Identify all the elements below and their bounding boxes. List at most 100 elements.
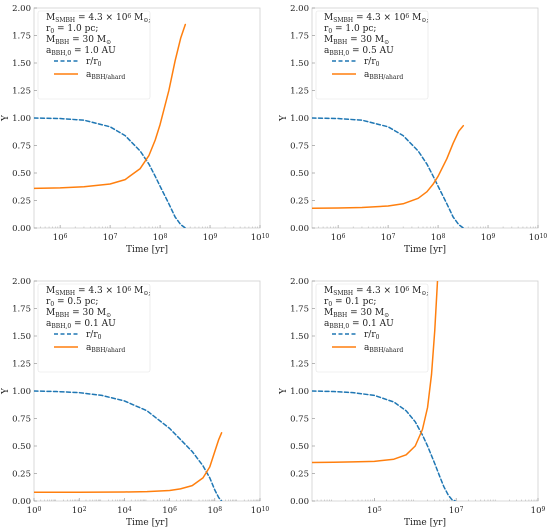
y-tick-label: 1.25 <box>290 87 309 97</box>
x-axis-label: Time [yr] <box>126 245 168 255</box>
legend-param-line: r0 = 0.5 pc; <box>46 297 98 308</box>
legend-param-line: MBBH = 30 M⊙ <box>324 308 389 319</box>
legend-param-line: MSMBH = 4.3 × 106 M⊙; <box>324 286 428 297</box>
y-tick-label: 2.00 <box>12 277 31 287</box>
x-tick-label: 106 <box>331 233 346 243</box>
y-tick-label: 0.50 <box>290 169 309 179</box>
y-axis-label: Y <box>279 387 289 395</box>
y-tick-label: 0.50 <box>12 442 31 452</box>
x-tick-label: 1010 <box>529 233 548 243</box>
y-axis-label: Y <box>279 114 289 122</box>
x-axis-label: Time [yr] <box>404 518 446 528</box>
x-tick-label: 107 <box>103 233 118 243</box>
legend-param-line: r0 = 1.0 pc; <box>324 24 376 35</box>
y-tick-label: 1.75 <box>12 32 31 42</box>
legend-param-line: r0 = 1.0 pc; <box>46 24 98 35</box>
y-tick-label: 0.25 <box>290 470 309 480</box>
y-tick-label: 0.25 <box>12 470 31 480</box>
x-tick-label: 100 <box>27 506 42 516</box>
y-tick-label: 1.75 <box>290 32 309 42</box>
x-tick-label: 1010 <box>251 233 270 243</box>
chart-panel-2: 0.00 0.25 0.50 0.75 1.00 1.25 1.50 1.75 2.00 106 1… <box>279 4 547 255</box>
y-tick-label: 0.75 <box>290 142 309 152</box>
legend-param-line: aBBH,0 = 0.1 AU <box>324 319 394 330</box>
legend-series-label: r/r0 <box>364 57 380 68</box>
legend-param-line: MSMBH = 4.3 × 106 M⊙; <box>46 13 150 24</box>
y-tick-label: 0.25 <box>12 197 31 207</box>
legend-box <box>315 10 429 100</box>
legend-param-line: aBBH,0 = 1.0 AU <box>46 46 116 57</box>
y-tick-label: 0.25 <box>290 197 309 207</box>
series-line-r-over-r0 <box>312 390 456 501</box>
x-tick-label: 107 <box>449 506 464 516</box>
x-tick-label: 109 <box>531 506 546 516</box>
x-axis-label: Time [yr] <box>404 245 446 255</box>
y-tick-label: 1.50 <box>12 332 31 342</box>
chart-panel-4: 0.00 0.25 0.50 0.75 1.00 1.25 1.50 1.75 2.00 105 1… <box>279 277 546 528</box>
series-line-a-over-ahard <box>312 281 439 464</box>
chart-panel-3: 0.00 0.25 0.50 0.75 1.00 1.25 1.50 1.75 2.00 100 1… <box>1 277 269 528</box>
series-line-a-over-ahard <box>34 432 223 493</box>
y-axis-label: Y <box>1 387 11 395</box>
legend-box <box>37 10 151 100</box>
y-tick-label: 0.00 <box>290 224 309 234</box>
y-tick-label: 0.00 <box>290 497 309 507</box>
y-tick-label: 0.75 <box>290 415 309 425</box>
legend-series-label: r/r0 <box>364 330 380 341</box>
legend-series-label: aBBH/ahard <box>364 343 403 354</box>
x-tick-label: 107 <box>381 233 396 243</box>
x-tick-label: 1010 <box>251 506 270 516</box>
series-line-a-over-ahard <box>312 124 465 209</box>
y-tick-label: 1.00 <box>290 387 309 397</box>
series-line-a-over-ahard <box>34 23 187 190</box>
y-tick-label: 2.00 <box>290 277 309 287</box>
legend-param-line: aBBH,0 = 0.5 AU <box>324 46 394 57</box>
x-tick-label: 109 <box>481 233 496 243</box>
y-tick-label: 0.50 <box>290 442 309 452</box>
y-tick-label: 0.00 <box>12 497 31 507</box>
y-tick-label: 1.50 <box>12 59 31 69</box>
y-tick-label: 2.00 <box>290 4 309 14</box>
legend-param-line: aBBH,0 = 0.1 AU <box>46 319 116 330</box>
series-group <box>34 23 187 228</box>
y-tick-label: 1.00 <box>12 387 31 397</box>
legend: MSMBH = 4.3 × 106 M⊙;r0 = 0.5 pc;MBBH = … <box>37 283 151 373</box>
legend-param-line: r0 = 0.1 pc; <box>324 297 376 308</box>
y-tick-label: 1.00 <box>290 114 309 124</box>
series-group <box>312 281 456 501</box>
legend-param-line: MBBH = 30 M⊙ <box>46 308 111 319</box>
series-line-r-over-r0 <box>34 117 187 228</box>
x-tick-label: 102 <box>72 506 87 516</box>
y-tick-label: 0.00 <box>12 224 31 234</box>
x-tick-label: 109 <box>203 233 218 243</box>
y-tick-label: 1.75 <box>12 305 31 315</box>
y-axis-label: Y <box>1 114 11 122</box>
y-tick-label: 1.00 <box>12 114 31 124</box>
legend-series-label: r/r0 <box>86 330 102 341</box>
x-tick-label: 108 <box>431 233 446 243</box>
legend-series-label: r/r0 <box>86 57 102 68</box>
x-tick-label: 108 <box>153 233 168 243</box>
legend-param-line: MSMBH = 4.3 × 106 M⊙; <box>324 13 428 24</box>
x-tick-label: 106 <box>162 506 177 516</box>
chart-panel-1: 0.00 0.25 0.50 0.75 1.00 1.25 1.50 1.75 2.00 106 1… <box>1 4 269 255</box>
y-tick-label: 1.50 <box>290 59 309 69</box>
y-tick-label: 0.75 <box>12 415 31 425</box>
y-tick-label: 0.75 <box>12 142 31 152</box>
series-group <box>312 117 465 228</box>
legend-param-line: MBBH = 30 M⊙ <box>324 35 389 46</box>
series-group <box>34 390 223 501</box>
legend-box <box>37 283 151 373</box>
y-tick-label: 1.25 <box>12 87 31 97</box>
y-tick-label: 2.00 <box>12 4 31 14</box>
legend-param-line: MSMBH = 4.3 × 106 M⊙; <box>46 286 150 297</box>
x-axis-label: Time [yr] <box>126 518 168 528</box>
y-tick-label: 1.25 <box>290 360 309 370</box>
legend: MSMBH = 4.3 × 106 M⊙;r0 = 1.0 pc;MBBH = … <box>315 10 429 100</box>
legend: MSMBH = 4.3 × 106 M⊙;r0 = 1.0 pc;MBBH = … <box>37 10 151 100</box>
series-line-r-over-r0 <box>34 390 223 501</box>
series-line-r-over-r0 <box>312 117 465 228</box>
legend-series-label: aBBH/ahard <box>364 70 403 81</box>
legend-box <box>315 283 429 373</box>
